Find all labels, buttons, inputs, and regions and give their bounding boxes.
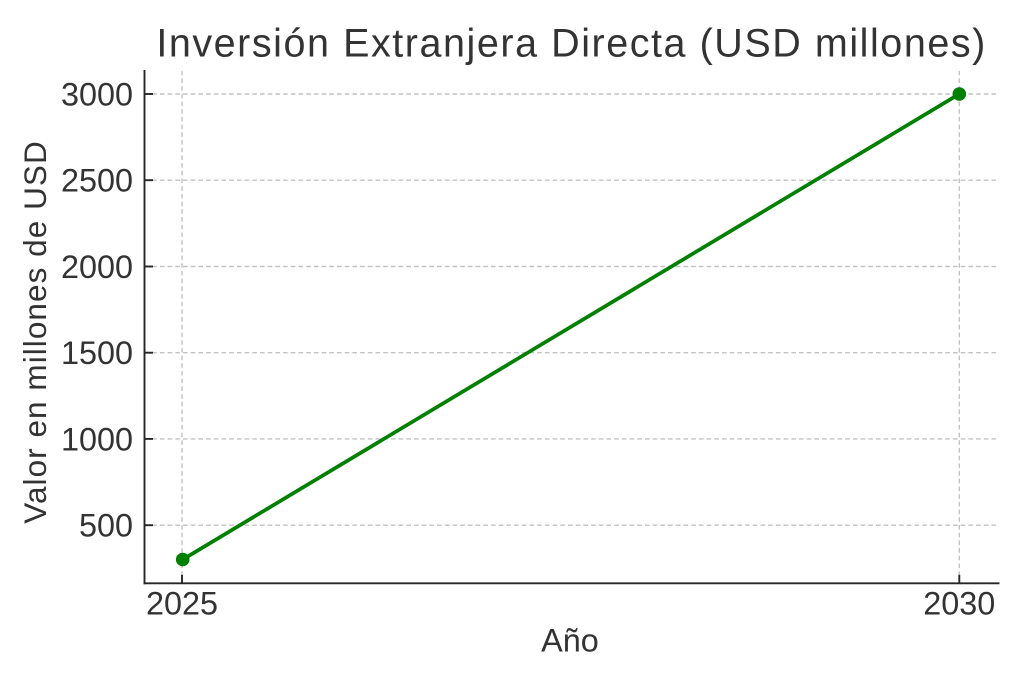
svg-text:1000: 1000 [61,421,133,457]
svg-text:Valor en millones de USD: Valor en millones de USD [17,140,53,524]
svg-text:2000: 2000 [61,249,133,285]
svg-text:2500: 2500 [61,163,133,199]
svg-text:2030: 2030 [923,585,995,621]
svg-text:500: 500 [79,508,133,544]
svg-text:1500: 1500 [61,335,133,371]
svg-text:3000: 3000 [61,76,133,112]
svg-text:Inversión Extranjera Directa (: Inversión Extranjera Directa (USD millon… [156,21,987,65]
svg-text:2025: 2025 [146,585,218,621]
svg-text:Año: Año [541,623,599,659]
